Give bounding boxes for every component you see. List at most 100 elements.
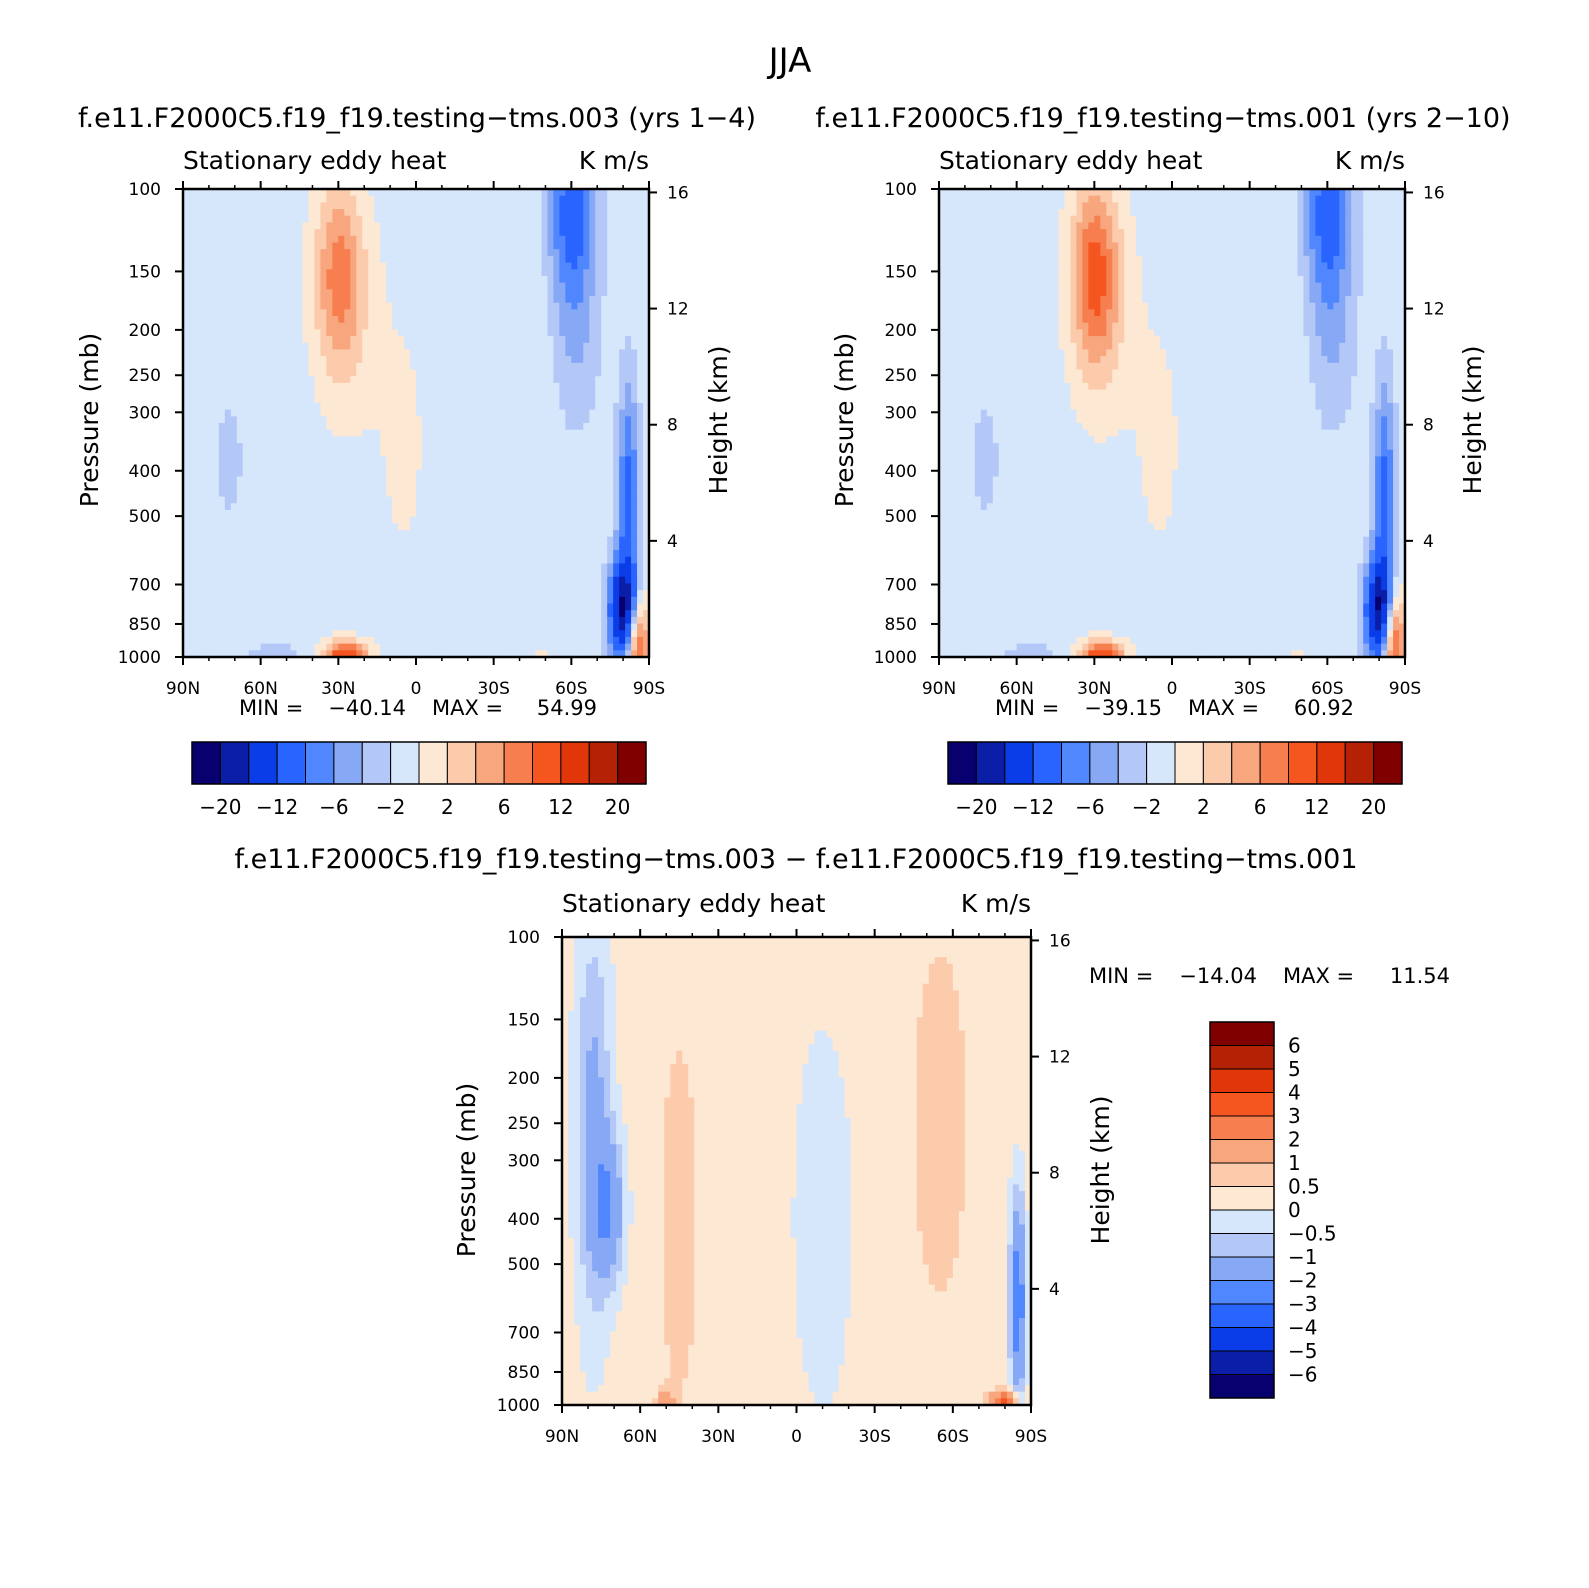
- contour-cell: [278, 222, 286, 230]
- contour-cell: [224, 469, 232, 478]
- contour-cell: [350, 423, 357, 431]
- contour-cell: [571, 483, 578, 491]
- contour-cell: [607, 503, 614, 511]
- contour-cell: [469, 536, 477, 544]
- contour-cell: [344, 429, 351, 437]
- contour-cell: [625, 349, 632, 357]
- contour-cell: [350, 369, 357, 377]
- contour-cell: [619, 342, 626, 351]
- contour-cell: [535, 362, 543, 371]
- contour-cell: [386, 189, 393, 197]
- contour-cell: [230, 463, 238, 471]
- contour-cell: [410, 322, 417, 330]
- contour-cell: [637, 336, 644, 344]
- contour-cell: [577, 242, 584, 250]
- contour-cell: [493, 436, 501, 444]
- contour-cell: [224, 489, 232, 498]
- contour-cell: [421, 409, 429, 417]
- contour-cell: [613, 603, 620, 611]
- contour-cell: [290, 529, 298, 538]
- contour-cell: [320, 342, 327, 351]
- contour-cell: [362, 189, 369, 197]
- contour-cell: [368, 289, 375, 297]
- contour-cell: [487, 456, 495, 464]
- contour-cell: [362, 436, 369, 444]
- contour-cell: [183, 570, 190, 578]
- contour-cell: [619, 503, 626, 511]
- contour-cell: [260, 456, 268, 464]
- contour-cell: [523, 443, 531, 451]
- contour-cell: [589, 596, 596, 605]
- contour-cell: [368, 543, 375, 551]
- contour-cell: [541, 469, 549, 478]
- contour-cell: [445, 456, 453, 464]
- contour-cell: [254, 610, 262, 618]
- contour-cell: [344, 222, 351, 230]
- contour-cell: [218, 255, 226, 264]
- contour-cell: [290, 436, 298, 444]
- contour-cell: [625, 189, 632, 197]
- contour-cell: [523, 376, 531, 384]
- contour-cell: [194, 436, 202, 444]
- contour-cell: [374, 563, 381, 571]
- contour-cell: [601, 563, 608, 571]
- contour-cell: [535, 322, 543, 330]
- contour-cell: [350, 596, 357, 605]
- contour-cell: [320, 209, 327, 217]
- contour-cell: [499, 429, 507, 437]
- contour-cell: [493, 416, 501, 424]
- contour-cell: [242, 329, 250, 337]
- contour-cell: [595, 235, 602, 244]
- contour-cell: [457, 409, 465, 417]
- contour-cell: [308, 463, 316, 471]
- contour-cell: [631, 349, 638, 357]
- contour-cell: [559, 249, 566, 257]
- contour-cell: [427, 222, 435, 230]
- contour-cell: [535, 543, 543, 551]
- contour-cell: [404, 509, 411, 518]
- contour-cell: [212, 610, 220, 618]
- contour-cell: [619, 483, 626, 491]
- contour-cell: [529, 563, 537, 571]
- contour-cell: [230, 443, 238, 451]
- contour-cell: [278, 556, 286, 564]
- contour-cell: [344, 362, 351, 371]
- contour-cell: [493, 342, 501, 351]
- contour-cell: [284, 316, 292, 324]
- contour-cell: [386, 543, 393, 551]
- contour-cell: [643, 402, 650, 411]
- contour-cell: [183, 496, 190, 504]
- contour-cell: [320, 590, 327, 598]
- contour-cell: [188, 309, 196, 317]
- contour-cell: [308, 295, 316, 304]
- contour-cell: [439, 229, 447, 237]
- contour-cell: [439, 369, 447, 377]
- contour-cell: [463, 610, 471, 618]
- contour-cell: [332, 235, 339, 244]
- contour-cell: [523, 590, 531, 598]
- contour-cell: [350, 202, 357, 210]
- contour-cell: [571, 509, 578, 518]
- contour-cell: [457, 523, 465, 531]
- contour-cell: [326, 563, 333, 571]
- contour-cell: [290, 209, 298, 217]
- contour-cell: [302, 603, 310, 611]
- contour-cell: [445, 409, 453, 417]
- contour-cell: [547, 289, 555, 297]
- contour-cell: [254, 282, 262, 290]
- contour-cell: [320, 469, 327, 478]
- contour-cell: [529, 576, 537, 585]
- contour-cell: [469, 209, 477, 217]
- contour-cell: [457, 436, 465, 444]
- contour-cell: [290, 563, 298, 571]
- contour-cell: [439, 563, 447, 571]
- contour-cell: [553, 396, 560, 404]
- contour-cell: [583, 316, 590, 324]
- contour-cell: [416, 476, 423, 484]
- contour-cell: [577, 529, 584, 538]
- contour-cell: [314, 443, 322, 451]
- contour-cell: [553, 603, 560, 611]
- contour-cell: [487, 309, 495, 317]
- contour-cell: [416, 282, 423, 290]
- contour-cell: [589, 463, 596, 471]
